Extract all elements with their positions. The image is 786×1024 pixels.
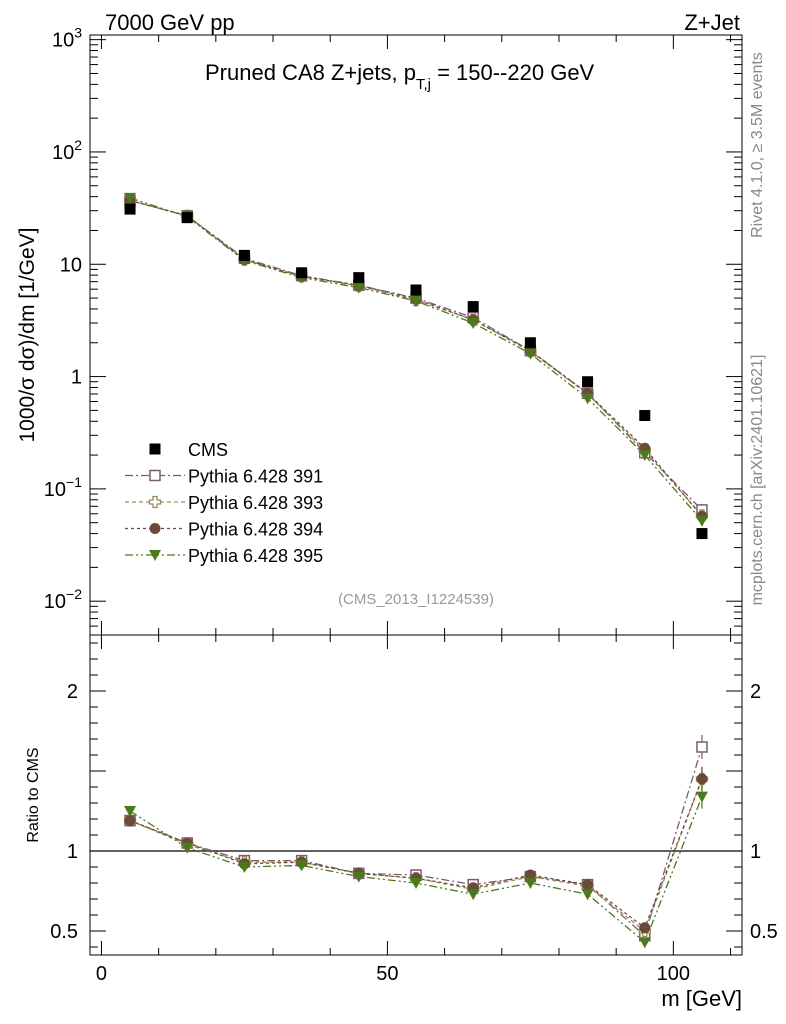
cms-data-point <box>696 528 708 540</box>
series-3-ratio-point <box>582 879 594 891</box>
series-1-ratio-point <box>696 741 708 753</box>
plot-title: Pruned CA8 Z+jets, pT,j = 150--220 GeV <box>205 60 595 93</box>
legend-cms-label: CMS <box>188 440 228 460</box>
series-4-ratio-point <box>295 860 308 872</box>
series-4-main-line <box>129 197 703 522</box>
series-3-ratio-point <box>524 869 536 881</box>
cms-data-point <box>124 203 136 215</box>
legend-cms-marker <box>149 443 161 455</box>
series-3-ratio-line <box>129 778 703 929</box>
cms-data-point <box>353 272 365 284</box>
cms-data-point <box>296 267 308 279</box>
y-tick-label: 10−2 <box>44 586 82 613</box>
ratio-plot-frame <box>89 634 743 956</box>
ratio-tick-label-left: 0.5 <box>50 921 78 943</box>
series-4-ratio-point <box>410 878 422 889</box>
series-4-point <box>638 450 651 462</box>
series-1-main-line <box>129 199 703 511</box>
ratio-tick-label-right: 2 <box>750 681 761 703</box>
analysis-watermark: (CMS_2013_I1224539) <box>338 591 494 608</box>
y-tick-label: 103 <box>52 25 82 52</box>
legend-label: Pythia 6.428 393 <box>188 493 323 513</box>
x-axis-label: m [GeV] <box>661 986 742 1011</box>
series-3-ratio-point <box>696 773 708 785</box>
series-4-ratio-point <box>695 791 708 803</box>
legend-marker <box>149 550 161 561</box>
mcplots-label: mcplots.cern.ch [arXiv:2401.10621] <box>749 355 766 606</box>
cms-data-point <box>582 376 594 388</box>
x-tick-label: 50 <box>376 963 398 985</box>
cms-data-point <box>467 301 479 313</box>
legend-label: Pythia 6.428 395 <box>188 546 323 566</box>
y-tick-label: 1 <box>71 367 82 389</box>
cms-data-point <box>181 212 193 224</box>
series-4-point <box>467 317 480 329</box>
series-4-point <box>352 282 365 294</box>
series-4-point <box>524 348 537 360</box>
header-right: Z+Jet <box>684 10 740 35</box>
legend-marker <box>149 523 161 534</box>
series-1-ratio-line <box>129 746 703 937</box>
legend-label: Pythia 6.428 391 <box>188 467 323 487</box>
legend-marker <box>148 495 162 509</box>
main-plot-frame <box>89 34 743 636</box>
series-4-ratio-point <box>467 889 480 901</box>
series-4-point <box>581 393 594 405</box>
cms-data-point <box>524 337 536 349</box>
series-4-point <box>410 296 422 308</box>
series-4-ratio-point <box>638 937 651 949</box>
x-tick-label: 0 <box>96 963 107 985</box>
header-left: 7000 GeV pp <box>105 10 235 35</box>
legend-label: Pythia 6.428 394 <box>188 520 323 540</box>
y-axis-label-main: 1000/σ dσ)/dm [1/GeV] <box>16 227 39 442</box>
ratio-tick-label-left: 2 <box>67 681 78 703</box>
series-3-ratio-point <box>124 815 136 827</box>
series-4-point <box>124 192 137 204</box>
series-4-ratio-point <box>238 862 251 873</box>
series-4-ratio-point <box>581 889 594 901</box>
series-4-ratio-point <box>124 806 137 817</box>
y-tick-label: 102 <box>52 137 82 164</box>
cms-data-point <box>410 284 422 296</box>
x-tick-label: 100 <box>657 963 690 985</box>
ratio-tick-label-right: 0.5 <box>750 921 778 943</box>
series-3-ratio-point <box>639 922 651 934</box>
series-4-ratio-point <box>524 878 537 889</box>
series-2-main-line <box>129 199 703 516</box>
series-4-ratio-point <box>181 842 194 854</box>
y-tick-label: 10−1 <box>44 474 82 501</box>
cms-data-point <box>639 410 651 422</box>
legend-marker <box>149 469 161 482</box>
cms-data-point <box>238 249 250 261</box>
y-axis-label-ratio: Ratio to CMS <box>25 747 42 842</box>
ratio-tick-label-right: 1 <box>750 841 761 863</box>
series-4-ratio-point <box>352 871 365 883</box>
series-4-point <box>695 515 708 527</box>
y-tick-label: 10 <box>60 254 82 276</box>
ratio-tick-label-left: 1 <box>67 841 78 863</box>
series-2-ratio-line <box>129 778 703 933</box>
rivet-label: Rivet 4.1.0, ≥ 3.5M events <box>749 52 766 238</box>
